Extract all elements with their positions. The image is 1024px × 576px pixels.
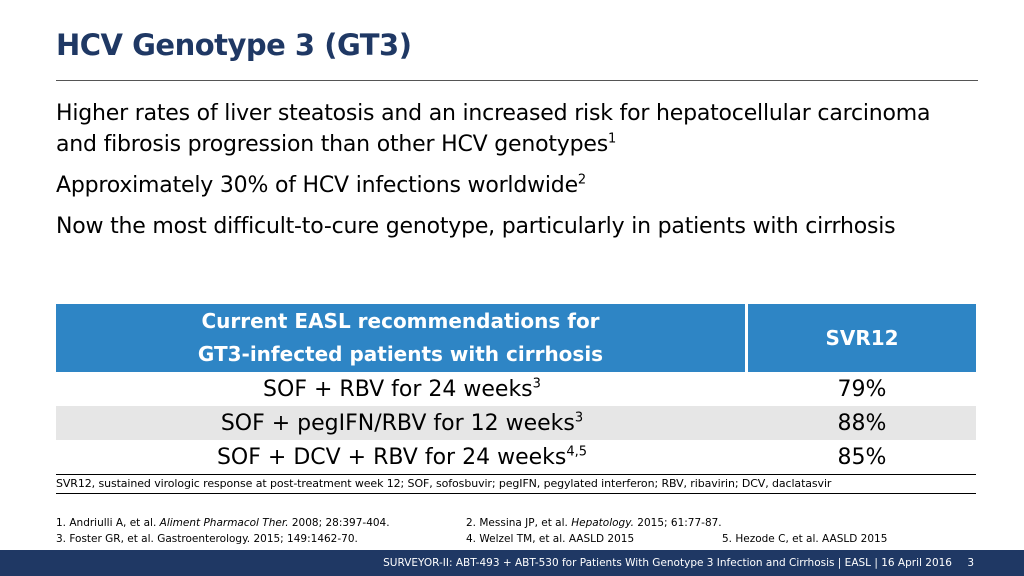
citation-sup: 3 <box>574 410 584 426</box>
citation-sup: 2 <box>577 172 586 188</box>
citation-sup: 3 <box>532 376 541 392</box>
footer-text: SURVEYOR-II: ABT-493 + ABT-530 for Patie… <box>383 557 952 569</box>
table-bottom-rule <box>56 493 976 494</box>
bullet-text: Approximately 30% of HCV infections worl… <box>56 173 578 198</box>
bullet-item: Now the most difficult-to-cure genotype,… <box>56 211 976 242</box>
table-row: SOF + DCV + RBV for 24 weeks4,5 85% <box>56 440 976 474</box>
table-header: Current EASL recommendations for GT3-inf… <box>56 304 976 372</box>
header-svr12: SVR12 <box>825 326 899 350</box>
header-line-2: GT3-infected patients with cirrhosis <box>197 342 604 366</box>
references: 1. Andriulli A, et al. Aliment Pharmacol… <box>56 515 956 547</box>
bullet-text: Higher rates of liver steatosis and an i… <box>56 101 931 157</box>
reference-line: 3. Foster GR, et al. Gastroenterology. 2… <box>56 531 956 547</box>
recommendations-table: Current EASL recommendations for GT3-inf… <box>56 304 976 494</box>
reference-3: 3. Foster GR, et al. Gastroenterology. 2… <box>56 533 358 545</box>
regimen-cell: SOF + pegIFN/RBV for 12 weeks3 <box>220 410 584 436</box>
reference-2: 2. Messina JP, et al. Hepatology. 2015; … <box>466 517 722 529</box>
slide-title: HCV Genotype 3 (GT3) <box>56 28 412 62</box>
svr-cell: 79% <box>837 376 887 402</box>
regimen-cell: SOF + DCV + RBV for 24 weeks4,5 <box>216 444 588 470</box>
bullet-item: Higher rates of liver steatosis and an i… <box>56 98 976 160</box>
reference-line: 1. Andriulli A, et al. Aliment Pharmacol… <box>56 515 956 531</box>
header-line-1: Current EASL recommendations for <box>201 309 600 333</box>
bullet-item: Approximately 30% of HCV infections worl… <box>56 170 976 201</box>
table-row: SOF + RBV for 24 weeks3 79% <box>56 372 976 406</box>
table-divider <box>56 474 976 475</box>
reference-5: 5. Hezode C, et al. AASLD 2015 <box>722 533 888 545</box>
reference-4: 4. Welzel TM, et al. AASLD 2015 <box>466 533 635 545</box>
abbreviations-note: SVR12, sustained virologic response at p… <box>56 477 832 490</box>
bullet-list: Higher rates of liver steatosis and an i… <box>56 98 976 252</box>
regimen-cell: SOF + RBV for 24 weeks3 <box>263 376 541 402</box>
svr-cell: 88% <box>837 410 887 436</box>
citation-sup: 4,5 <box>566 444 588 460</box>
header-recommendations: Current EASL recommendations for GT3-inf… <box>56 304 748 372</box>
table-row: SOF + pegIFN/RBV for 12 weeks3 88% <box>56 406 976 440</box>
citation-sup: 1 <box>607 131 617 147</box>
page-number: 3 <box>967 557 974 569</box>
title-divider <box>56 80 978 81</box>
footer-bar: SURVEYOR-II: ABT-493 + ABT-530 for Patie… <box>0 550 1024 576</box>
bullet-text: Now the most difficult-to-cure genotype,… <box>56 214 896 239</box>
svr-cell: 85% <box>837 444 887 470</box>
reference-1: 1. Andriulli A, et al. Aliment Pharmacol… <box>56 517 390 529</box>
